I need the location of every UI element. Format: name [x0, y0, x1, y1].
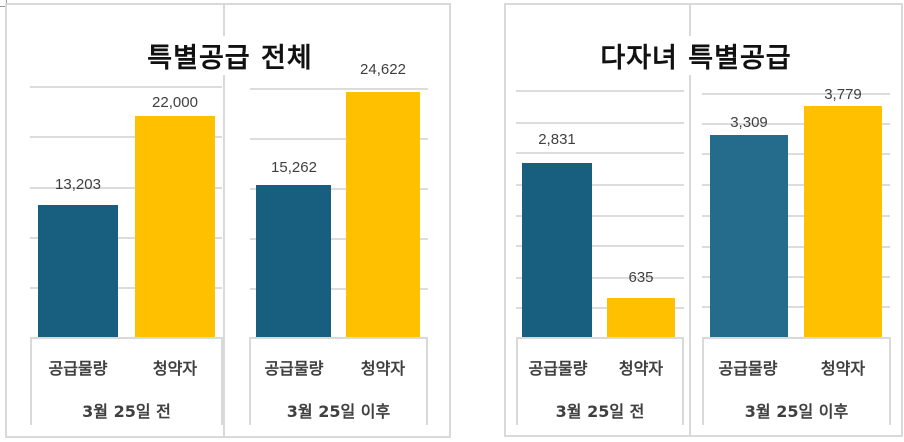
group-label: 3월 25일 이후 — [744, 402, 849, 421]
category-axis — [702, 337, 891, 425]
panel-divider — [223, 5, 225, 436]
group-label: 3월 25일 이후 — [286, 402, 391, 421]
gridline — [516, 184, 684, 186]
gridline — [30, 287, 222, 289]
value-label: 13,203 — [55, 176, 101, 193]
category-label: 공급물량 — [528, 359, 588, 378]
gridline — [516, 215, 684, 217]
chart-title: 다자녀 특별공급 — [592, 36, 800, 75]
panel-divider — [689, 5, 691, 435]
category-axis — [30, 337, 223, 425]
gridline — [30, 237, 222, 239]
bar-supply-after — [256, 185, 331, 337]
value-label: 24,622 — [360, 61, 406, 78]
gridline — [516, 152, 684, 154]
value-label: 3,779 — [824, 86, 862, 103]
gridline — [516, 90, 684, 92]
bar-supply-before — [38, 205, 118, 337]
category-label: 공급물량 — [48, 359, 108, 378]
category-axis — [516, 337, 684, 425]
value-label: 2,831 — [538, 131, 576, 148]
category-label: 청약자 — [360, 359, 406, 378]
category-label: 공급물량 — [718, 359, 778, 378]
group-label: 3월 25일 전 — [82, 402, 171, 421]
category-label: 공급물량 — [264, 359, 324, 378]
gridline — [516, 277, 684, 279]
gridline — [702, 184, 890, 186]
gridline — [702, 276, 890, 278]
bar-supply-before — [522, 163, 592, 337]
gridline — [702, 93, 890, 95]
value-label: 3,309 — [730, 114, 768, 131]
gridline — [516, 245, 684, 247]
gridline — [30, 187, 222, 189]
gridline — [702, 153, 890, 155]
bar-supply-after — [710, 135, 788, 337]
bar-applicants-before — [135, 116, 215, 337]
bar-applicants-before — [607, 298, 675, 337]
gridline — [30, 86, 222, 88]
group-label: 3월 25일 전 — [555, 402, 645, 421]
chart-title: 특별공급 전체 — [128, 36, 332, 75]
gridline — [702, 123, 890, 125]
gridline — [250, 238, 428, 240]
category-axis — [249, 337, 428, 425]
gridline — [250, 88, 428, 90]
gridline — [250, 288, 428, 290]
value-label: 635 — [628, 269, 654, 286]
gridline — [516, 307, 684, 309]
category-label: 청약자 — [820, 359, 866, 378]
gridline — [250, 138, 428, 140]
gridline — [250, 188, 428, 190]
value-label: 22,000 — [152, 94, 198, 111]
gridline — [702, 246, 890, 248]
gridline — [30, 136, 222, 138]
value-label: 15,262 — [271, 159, 317, 176]
bar-applicants-after — [804, 106, 882, 337]
bar-applicants-after — [346, 92, 420, 337]
category-label: 청약자 — [618, 359, 664, 378]
category-label: 청약자 — [152, 359, 198, 378]
gridline — [702, 306, 890, 308]
gridline — [702, 215, 890, 217]
gridline — [516, 122, 684, 124]
